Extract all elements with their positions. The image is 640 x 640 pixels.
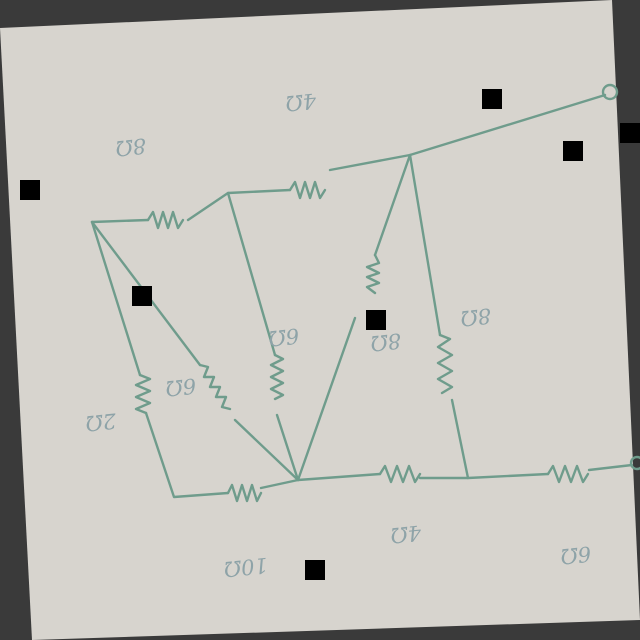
- diagonal-wire-2: [233, 418, 300, 482]
- circuit-wires: [90, 83, 640, 503]
- mid-vertical-wire: [226, 191, 277, 357]
- label-bottom-right: 6Ω: [559, 541, 592, 568]
- label-center: 8Ω: [369, 328, 402, 355]
- label-bottom-left: 10Ω: [223, 553, 269, 581]
- diagonal-resistor: [198, 363, 232, 411]
- top-left-resistor: [146, 210, 185, 230]
- mask-square: [563, 141, 583, 161]
- bottom-rail-wire: [259, 472, 382, 490]
- top-mid-resistor: [288, 180, 327, 200]
- mask-square: [305, 560, 325, 580]
- right-vertical-resistor: [436, 333, 454, 395]
- left-branch-wire: [90, 220, 142, 377]
- label-left: 2Ω: [84, 408, 118, 435]
- top-rail-wire: [90, 218, 150, 224]
- left-resistor: [134, 373, 152, 415]
- top-right-terminal: [601, 83, 619, 101]
- right-vertical-wire: [408, 153, 442, 337]
- bottom-right-resistor: [546, 464, 590, 484]
- mask-square: [482, 89, 502, 109]
- label-right-vertical: 8Ω: [459, 303, 492, 330]
- component-labels: 8Ω 4Ω 6Ω 6Ω 2Ω 8Ω 8Ω 10Ω 4Ω 6Ω: [84, 88, 592, 581]
- right-vertical-wire-2: [450, 398, 470, 480]
- mask-square: [620, 123, 640, 143]
- occlusion-markers: [20, 89, 640, 580]
- label-bottom-mid: 4Ω: [389, 520, 423, 547]
- center-branch-wire: [373, 153, 412, 257]
- bottom-rail-wire-2: [418, 472, 550, 480]
- mask-square: [132, 286, 152, 306]
- label-mid-vertical: 6Ω: [267, 323, 300, 350]
- label-top: 4Ω: [284, 88, 318, 115]
- left-branch-wire-2: [144, 411, 230, 499]
- center-resistor: [365, 253, 381, 295]
- label-top-left: 8Ω: [114, 133, 147, 160]
- mask-square: [20, 180, 40, 200]
- center-branch-wire-2: [296, 316, 357, 482]
- mid-vertical-wire-2: [275, 413, 300, 482]
- mask-square: [366, 310, 386, 330]
- label-diagonal: 6Ω: [164, 373, 197, 400]
- bottom-left-resistor: [226, 483, 263, 503]
- mid-vertical-resistor: [269, 353, 285, 401]
- bottom-rail-wire-3: [587, 463, 634, 472]
- bottom-mid-resistor: [378, 464, 422, 484]
- bottom-right-terminal: [629, 455, 640, 471]
